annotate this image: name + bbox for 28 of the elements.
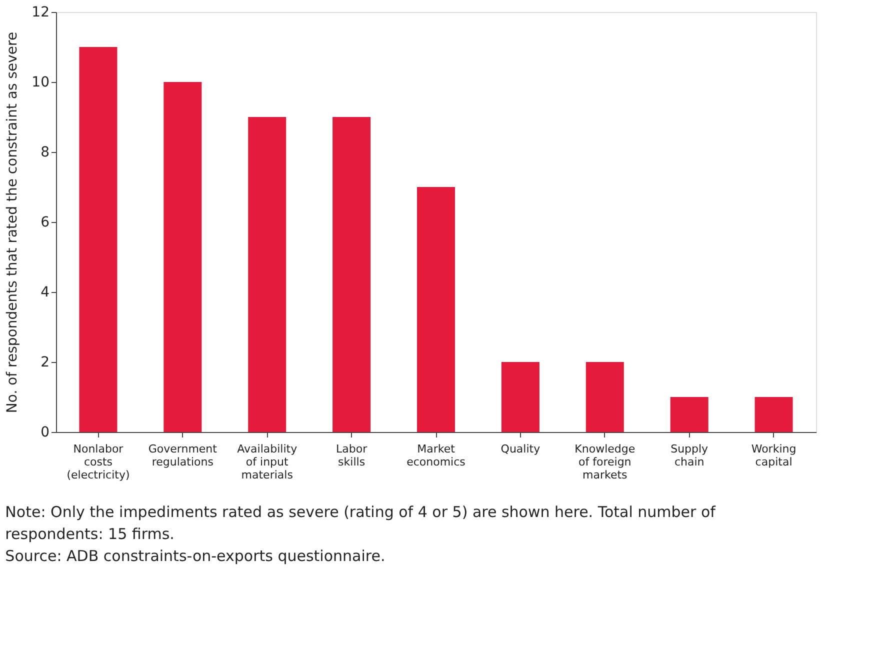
bar: [754, 397, 793, 432]
x-tick-label: Nonlabor costs (electricity): [66, 442, 130, 482]
x-tick-label: Quality: [500, 442, 541, 456]
bar: [248, 117, 286, 432]
bar: [501, 362, 540, 432]
y-tick-label: 6: [40, 214, 50, 230]
y-tick-label: 4: [40, 284, 50, 300]
x-tick-label: Working capital: [751, 442, 796, 468]
bar: [417, 187, 455, 432]
y-tick-label: 12: [32, 4, 50, 20]
x-tick-label: Government regulations: [148, 442, 218, 468]
bar: [670, 397, 708, 432]
x-tick-label: Availability of input materials: [237, 442, 298, 482]
bar: [79, 47, 118, 432]
bar: [586, 362, 624, 432]
text: Note: Only the impediments rated as severe (rating of 4 or 5) are shown here. Total number of respondents: 15 firms.: [5, 503, 716, 543]
y-tick-label: 0: [40, 424, 50, 440]
x-tick-label: Supply chain: [670, 442, 709, 468]
y-tick-label: 10: [32, 74, 50, 90]
y-tick-label: 8: [40, 144, 50, 160]
bar: [332, 117, 371, 432]
x-tick-label: Labor skills: [336, 442, 368, 468]
x-tick-label: Knowledge of foreign markets: [574, 442, 636, 482]
bar: [164, 82, 202, 432]
source-note: Source: ADB constraints-on-exports questionnaire.: [5, 547, 386, 565]
x-tick-label: Market economics: [406, 442, 466, 468]
y-axis-title: No. of respondents that rated the constraint as severe: [4, 32, 21, 414]
y-tick-label: 2: [40, 354, 50, 370]
